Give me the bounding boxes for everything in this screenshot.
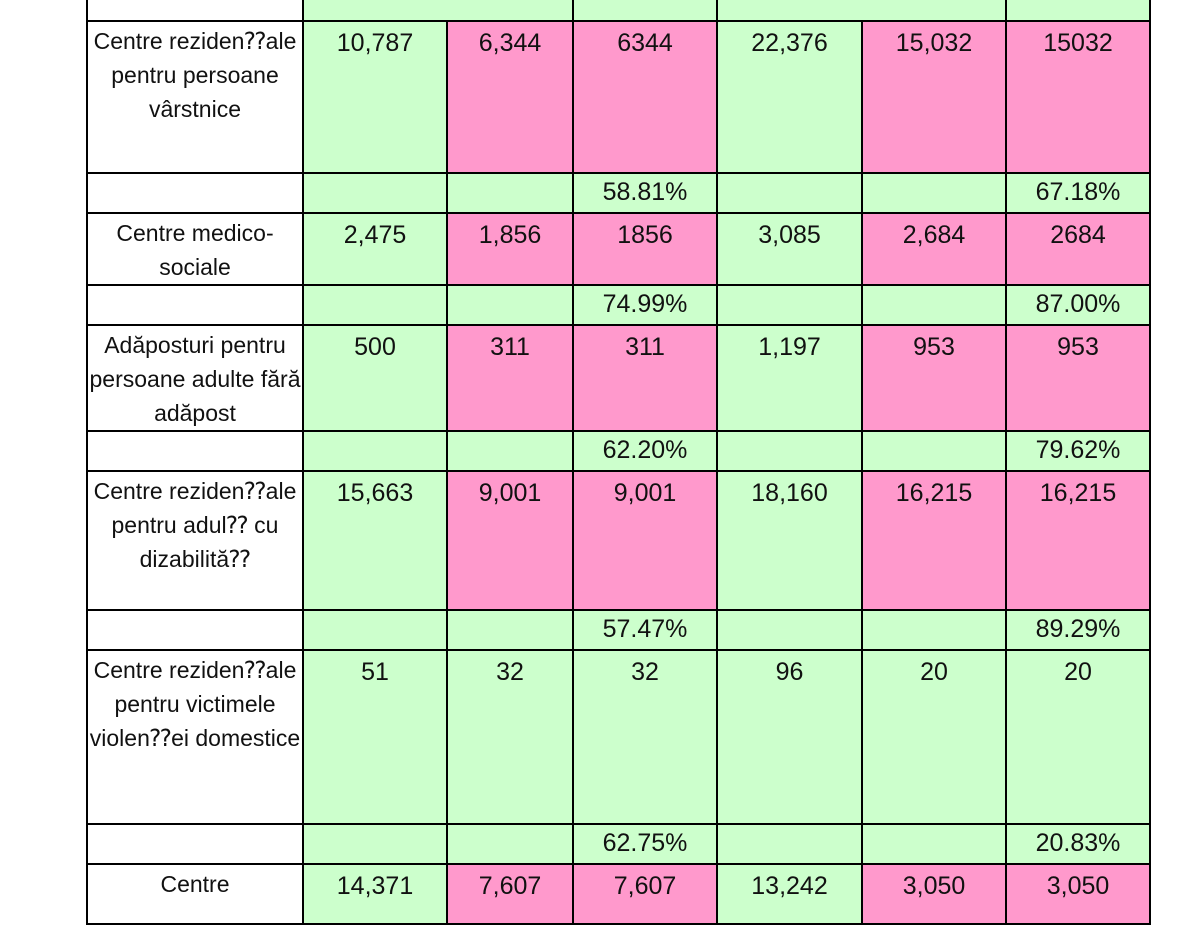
empty-cell (716, 823, 863, 865)
data-table: Centre reziden⁇ale pentru persoane vârst… (86, 0, 1151, 925)
value-cell: 2,475 (302, 212, 448, 286)
partial-top-row (86, 0, 1151, 22)
percentage-row: 62.20% 79.62% (86, 430, 1151, 472)
value-cell: 311 (446, 324, 574, 432)
value-cell: 14,371 (302, 863, 448, 925)
empty-cell (86, 430, 304, 472)
value-cell: 15,663 (302, 470, 448, 611)
percentage-cell: 74.99% (572, 284, 718, 326)
value-cell: 18,160 (716, 470, 863, 611)
value-cell: 16,215 (861, 470, 1007, 611)
value-cell: 3,085 (716, 212, 863, 286)
value-cell: 1856 (572, 212, 718, 286)
table-row: Centre reziden⁇ale pentru adul⁇ cu dizab… (86, 470, 1151, 611)
row-label: Centre medico-sociale (86, 212, 304, 286)
table-row: Centre 14,371 7,607 7,607 13,242 3,050 3,050 (86, 863, 1151, 925)
value-cell: 32 (446, 649, 574, 825)
percentage-cell: 57.47% (572, 609, 718, 651)
table-row: Centre reziden⁇ale pentru victimele viol… (86, 649, 1151, 825)
percentage-cell: 20.83% (1005, 823, 1151, 865)
empty-cell (86, 609, 304, 651)
value-cell: 500 (302, 324, 448, 432)
percentage-cell: 89.29% (1005, 609, 1151, 651)
percentage-cell: 62.75% (572, 823, 718, 865)
empty-cell (86, 284, 304, 326)
empty-cell (861, 284, 1007, 326)
value-cell: 96 (716, 649, 863, 825)
empty-cell (572, 0, 718, 22)
value-cell: 1,197 (716, 324, 863, 432)
empty-cell (861, 823, 1007, 865)
empty-cell (446, 430, 574, 472)
empty-cell (861, 430, 1007, 472)
value-cell: 953 (861, 324, 1007, 432)
empty-cell (446, 284, 574, 326)
value-cell: 2684 (1005, 212, 1151, 286)
percentage-cell: 79.62% (1005, 430, 1151, 472)
table-row: Adăposturi pentru persoane adulte fără a… (86, 324, 1151, 432)
value-cell: 10,787 (302, 20, 448, 174)
value-cell: 953 (1005, 324, 1151, 432)
value-cell: 9,001 (572, 470, 718, 611)
value-cell: 51 (302, 649, 448, 825)
empty-cell (716, 0, 1007, 22)
empty-cell (861, 609, 1007, 651)
value-cell: 20 (1005, 649, 1151, 825)
percentage-row: 58.81% 67.18% (86, 172, 1151, 214)
value-cell: 7,607 (572, 863, 718, 925)
percentage-cell: 62.20% (572, 430, 718, 472)
empty-cell (446, 609, 574, 651)
value-cell: 22,376 (716, 20, 863, 174)
value-cell: 7,607 (446, 863, 574, 925)
value-cell: 6344 (572, 20, 718, 174)
value-cell: 9,001 (446, 470, 574, 611)
empty-cell (302, 823, 448, 865)
value-cell: 3,050 (861, 863, 1007, 925)
empty-cell (716, 430, 863, 472)
value-cell: 6,344 (446, 20, 574, 174)
row-label: Centre reziden⁇ale pentru adul⁇ cu dizab… (86, 470, 304, 611)
empty-cell (1005, 0, 1151, 22)
empty-cell (302, 172, 448, 214)
empty-cell (302, 0, 574, 22)
empty-cell (716, 609, 863, 651)
value-cell: 13,242 (716, 863, 863, 925)
empty-cell (446, 823, 574, 865)
row-label: Centre (86, 863, 304, 925)
value-cell: 3,050 (1005, 863, 1151, 925)
row-label: Adăposturi pentru persoane adulte fără a… (86, 324, 304, 432)
empty-cell (302, 284, 448, 326)
percentage-cell: 58.81% (572, 172, 718, 214)
table-row: Centre reziden⁇ale pentru persoane vârst… (86, 20, 1151, 174)
percentage-cell: 67.18% (1005, 172, 1151, 214)
value-cell: 1,856 (446, 212, 574, 286)
empty-cell (716, 284, 863, 326)
value-cell: 16,215 (1005, 470, 1151, 611)
empty-cell (86, 172, 304, 214)
percentage-row: 57.47% 89.29% (86, 609, 1151, 651)
percentage-cell: 87.00% (1005, 284, 1151, 326)
value-cell: 15,032 (861, 20, 1007, 174)
row-label: Centre reziden⁇ale pentru victimele viol… (86, 649, 304, 825)
table-row: Centre medico-sociale 2,475 1,856 1856 3,085… (86, 212, 1151, 286)
value-cell: 15032 (1005, 20, 1151, 174)
value-cell: 20 (861, 649, 1007, 825)
empty-cell (302, 430, 448, 472)
value-cell: 32 (572, 649, 718, 825)
empty-cell (86, 823, 304, 865)
empty-cell (302, 609, 448, 651)
percentage-row: 74.99% 87.00% (86, 284, 1151, 326)
value-cell: 2,684 (861, 212, 1007, 286)
row-label: Centre reziden⁇ale pentru persoane vârst… (86, 20, 304, 174)
value-cell: 311 (572, 324, 718, 432)
empty-cell (716, 172, 863, 214)
empty-cell (861, 172, 1007, 214)
percentage-row: 62.75% 20.83% (86, 823, 1151, 865)
empty-cell (86, 0, 304, 22)
empty-cell (446, 172, 574, 214)
